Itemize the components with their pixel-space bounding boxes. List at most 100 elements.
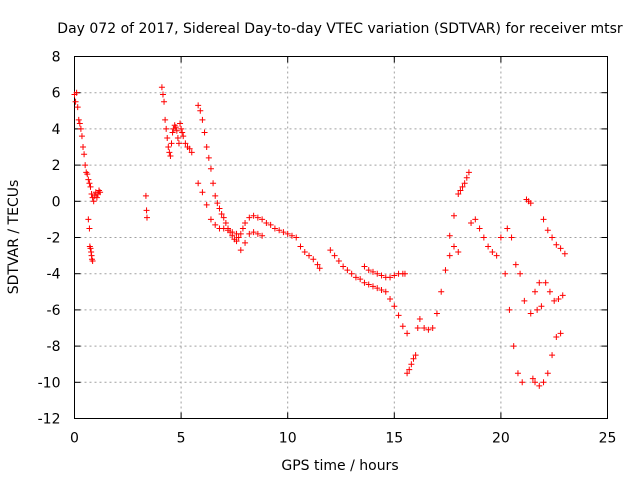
data-point: [406, 366, 413, 373]
data-point: [559, 292, 566, 299]
data-point: [461, 180, 468, 187]
data-point: [250, 229, 257, 236]
y-tick-label: -8: [47, 339, 61, 355]
data-point: [80, 144, 87, 150]
data-point: [78, 133, 85, 140]
y-tick-label: 2: [52, 158, 61, 174]
data-point: [72, 98, 79, 105]
data-point: [544, 227, 551, 234]
data-point: [508, 234, 515, 241]
data-point: [216, 205, 223, 212]
series-afternoon-decline: [195, 102, 300, 245]
data-point: [87, 245, 94, 252]
data-point: [297, 243, 304, 250]
data-point: [143, 207, 150, 214]
data-point: [510, 343, 517, 350]
data-point: [519, 379, 526, 386]
data-point: [401, 270, 408, 277]
data-point: [387, 296, 394, 303]
data-point: [404, 370, 411, 377]
data-point: [76, 120, 83, 127]
data-point: [293, 234, 300, 241]
series-evening-upper: [361, 263, 408, 281]
data-point: [195, 102, 202, 109]
data-point: [450, 243, 457, 250]
data-point: [365, 281, 372, 288]
data-point: [284, 230, 291, 237]
data-point: [442, 267, 449, 274]
series-late-night-mid: [534, 279, 566, 313]
data-point: [218, 210, 225, 217]
y-tick-label: -4: [47, 267, 61, 283]
data-point: [546, 288, 553, 295]
data-point: [340, 263, 347, 270]
y-tick-labels: -12 -10 -8 -6 -4 -2 0 2 4 6 8: [38, 50, 61, 428]
data-point: [86, 180, 93, 187]
data-point: [310, 256, 317, 263]
data-point: [89, 258, 96, 265]
data-point: [167, 153, 174, 160]
data-point: [410, 355, 417, 362]
data-point: [555, 296, 562, 303]
data-point: [177, 120, 184, 127]
data-point: [489, 248, 496, 255]
series-early-decline: [71, 89, 104, 205]
data-point: [512, 261, 519, 268]
data-point: [74, 104, 81, 111]
data-point: [158, 84, 165, 91]
data-point: [233, 238, 240, 245]
data-point: [463, 174, 470, 181]
data-point: [169, 129, 176, 136]
y-tick-label: 6: [52, 86, 61, 102]
data-point: [476, 225, 483, 232]
data-point: [361, 279, 368, 286]
data-point: [271, 225, 278, 232]
data-point: [361, 263, 368, 270]
data-point: [369, 268, 376, 275]
data-point: [536, 279, 543, 286]
series-midday-peak: [158, 84, 195, 160]
data-point: [459, 183, 466, 190]
data-point: [517, 270, 524, 277]
data-point: [514, 370, 521, 377]
data-point: [182, 140, 189, 147]
series-early-dip: [85, 216, 96, 265]
data-point: [172, 124, 179, 131]
data-point: [97, 189, 104, 196]
data-point: [164, 134, 171, 141]
data-point: [557, 330, 564, 337]
data-point: [267, 221, 274, 228]
series-isolated-3h: [142, 192, 150, 221]
data-point: [391, 303, 398, 310]
data-point: [188, 149, 195, 156]
data-point: [222, 220, 229, 227]
data-point: [195, 180, 202, 187]
x-axis-label: GPS time / hours: [281, 458, 398, 474]
data-point: [455, 191, 462, 198]
data-point: [455, 248, 462, 255]
data-point: [536, 382, 543, 389]
data-point: [75, 116, 82, 123]
data-point: [93, 194, 100, 201]
data-point: [88, 191, 95, 198]
data-point: [485, 243, 492, 250]
data-point: [391, 272, 398, 279]
data-point: [480, 234, 487, 241]
data-point: [529, 375, 536, 382]
data-point: [280, 229, 287, 236]
data-point: [335, 258, 342, 265]
data-point: [235, 234, 242, 241]
data-point: [521, 297, 528, 304]
data-point: [472, 216, 479, 223]
data-point: [259, 232, 266, 239]
data-point: [553, 334, 560, 341]
data-point: [446, 232, 453, 239]
data-point: [87, 183, 94, 190]
x-tick-label: 25: [599, 431, 617, 447]
data-point: [404, 330, 411, 337]
data-point: [225, 227, 232, 234]
data-point: [549, 352, 556, 359]
data-point: [378, 286, 385, 293]
chart-title: Day 072 of 2017, Sidereal Day-to-day VTE…: [57, 21, 623, 37]
